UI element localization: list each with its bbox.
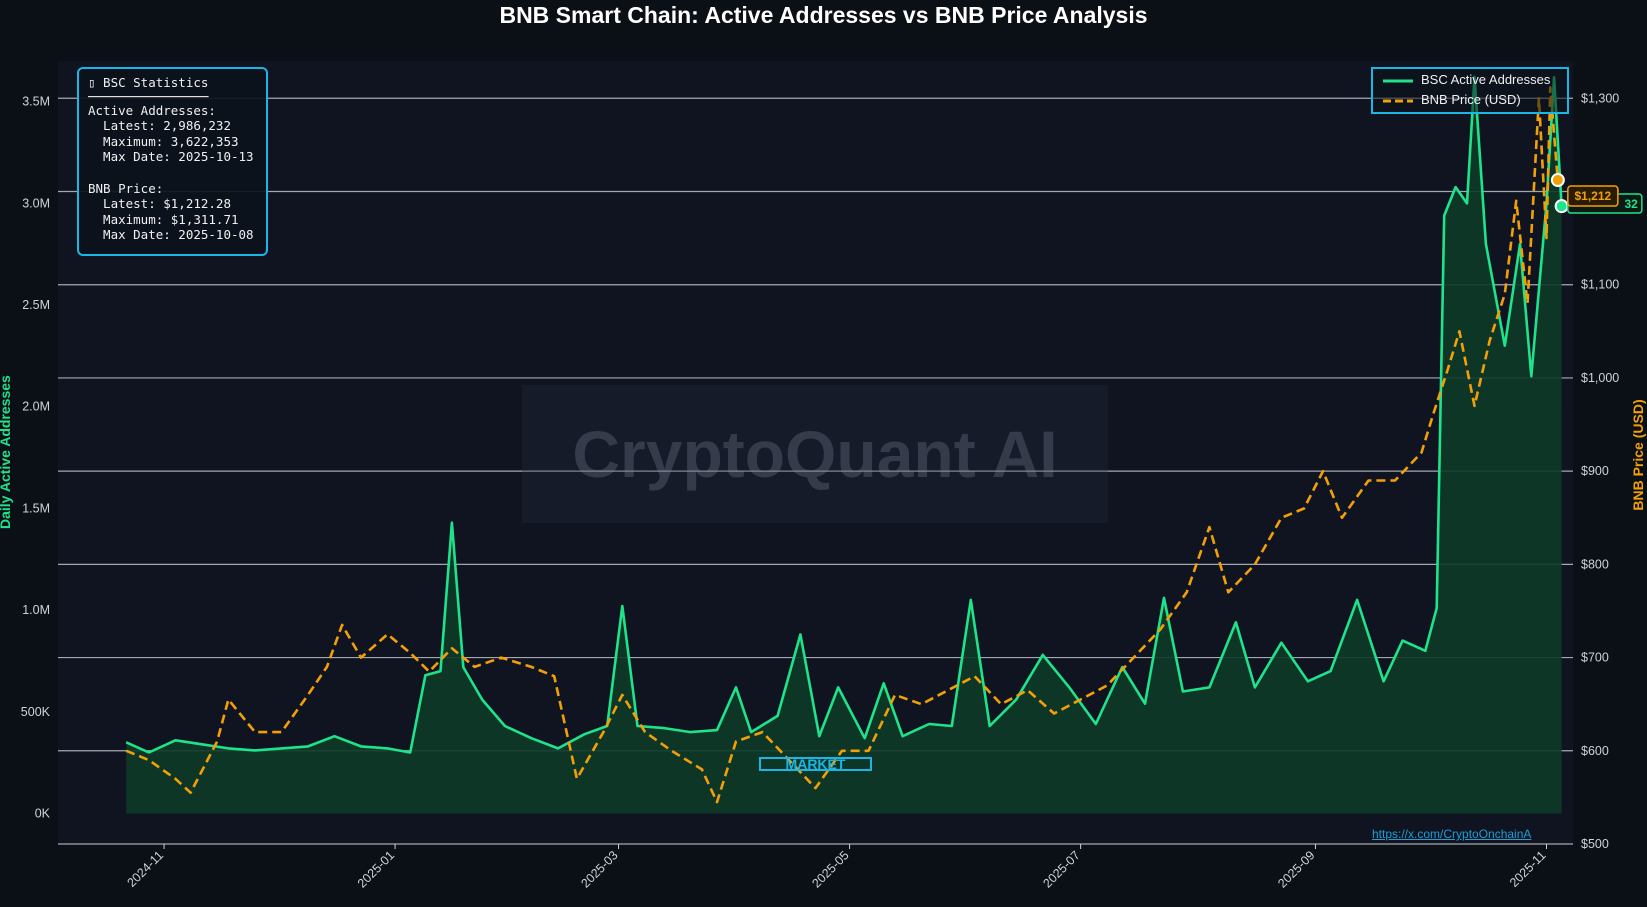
- addresses-area: [126, 76, 1562, 814]
- stats-line: Latest: 2,986,232: [88, 118, 231, 134]
- y-left-tick-label: 1.0M: [22, 603, 50, 617]
- x-tick-label: 2025-09: [1275, 848, 1317, 890]
- y-right-tick-label: $1,100: [1581, 278, 1619, 292]
- watermark: CryptoQuant AI: [522, 385, 1108, 523]
- price-end-label: $1,212: [1574, 189, 1611, 203]
- price-line-layer: [125, 86, 1560, 804]
- legend-swatch-dashed-icon: [1383, 99, 1413, 103]
- stats-box: ▯ BSC Statistics ──────────────── Active A…: [77, 67, 268, 256]
- y-right-tick-label: $600: [1581, 744, 1609, 758]
- y-axis-right-label: BNB Price (USD): [1630, 399, 1646, 511]
- addresses-line-layer: [125, 75, 1563, 754]
- price-line: [125, 86, 1560, 804]
- y-right-tick-label: $700: [1581, 651, 1609, 665]
- stats-line: Maximum: $1,311.71: [88, 211, 239, 227]
- legend: BSC Active Addresses BNB Price (USD): [1371, 67, 1569, 114]
- y-left-tick-label: 500K: [21, 705, 51, 719]
- price-end-marker: [1550, 173, 1565, 188]
- watermark-text: CryptoQuant AI: [572, 417, 1058, 491]
- x-tick-label: 2025-11: [1507, 848, 1549, 890]
- y-right-tick-label: $900: [1581, 464, 1609, 478]
- addresses-end-marker: [1554, 199, 1569, 214]
- stats-header: ▯ BSC Statistics: [88, 75, 209, 90]
- x-tick-label: 2025-01: [355, 848, 397, 890]
- y-right-tick-label: $1,300: [1581, 91, 1619, 105]
- legend-label: BSC Active Addresses: [1421, 72, 1551, 87]
- y-axis-left-label: Daily Active Addresses: [0, 375, 13, 529]
- stats-line: Max Date: 2025-10-13: [88, 149, 254, 165]
- area-fill: [126, 76, 1562, 814]
- stats-line: Max Date: 2025-10-08: [88, 227, 254, 243]
- y-right-tick-label: $800: [1581, 557, 1609, 571]
- x-tick-label: 2024-11: [124, 848, 166, 890]
- addresses-line: [125, 75, 1563, 754]
- source-link[interactable]: https://x.com/CryptoOnchainA: [1372, 827, 1532, 841]
- addresses-end-label: 32: [1624, 197, 1638, 211]
- y-left-tick-label: 3.0M: [22, 196, 50, 210]
- market-tag: MARKET: [759, 757, 872, 771]
- stats-line: ────────────────: [88, 88, 209, 104]
- y-right-tick-label: $500: [1581, 837, 1609, 851]
- end-markers: 32 $1,212: [1550, 173, 1643, 214]
- stats-line: Latest: $1,212.28: [88, 196, 231, 212]
- y-left-tick-label: 2.5M: [22, 298, 50, 312]
- y-left-tick-label: 0K: [35, 806, 51, 820]
- legend-item-addresses[interactable]: BSC Active Addresses: [1383, 72, 1550, 92]
- stats-line: [88, 165, 266, 181]
- stats-line: Maximum: 3,622,353: [88, 133, 239, 149]
- y-left-tick-label: 1.5M: [22, 501, 50, 515]
- legend-label: BNB Price (USD): [1421, 92, 1521, 107]
- x-tick-label: 2025-05: [809, 848, 851, 890]
- stats-line: BNB Price:: [88, 180, 164, 196]
- x-tick-label: 2025-03: [578, 848, 620, 890]
- y-left-tick-label: 3.5M: [22, 95, 50, 109]
- stats-line: Active Addresses:: [88, 102, 216, 118]
- chart-title: BNB Smart Chain: Active Addresses vs BNB…: [499, 2, 1148, 28]
- price-end-label-box: [1567, 185, 1619, 207]
- x-tick-label: 2025-07: [1040, 848, 1082, 890]
- legend-swatch-solid-icon: [1383, 79, 1413, 83]
- legend-item-price[interactable]: BNB Price (USD): [1383, 92, 1521, 112]
- y-left-tick-label: 2.0M: [22, 400, 50, 414]
- y-right-tick-label: $1,000: [1581, 371, 1619, 385]
